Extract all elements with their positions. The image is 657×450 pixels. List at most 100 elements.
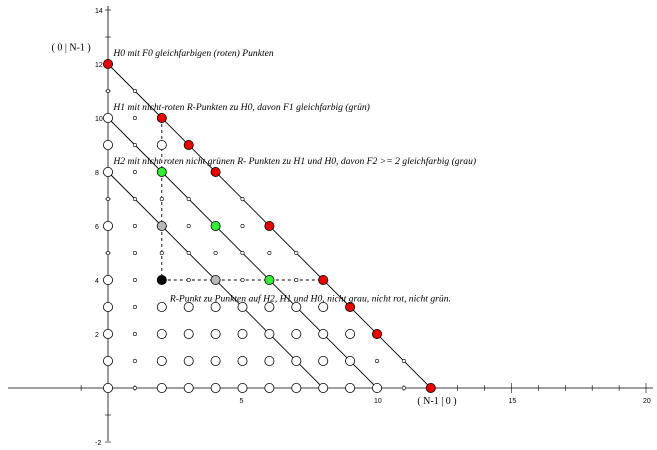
open-point: [210, 301, 221, 312]
green-point: [210, 220, 221, 231]
open-point: [210, 355, 221, 366]
small-point: [186, 224, 191, 229]
small-point: [159, 197, 164, 202]
small-point: [240, 224, 245, 229]
open-point: [103, 139, 114, 150]
annotation-text: H0 mit F0 gleichfarbigen (roten) Punkten: [112, 48, 274, 59]
open-point: [210, 328, 221, 339]
open-point: [210, 382, 221, 393]
gray-point: [210, 274, 221, 285]
y-tick-label: -2: [95, 440, 101, 445]
small-point: [267, 251, 272, 256]
open-point: [183, 355, 194, 366]
small-point: [213, 251, 218, 256]
red-point: [345, 301, 356, 312]
red-point: [183, 139, 194, 150]
open-point: [103, 166, 114, 177]
red-point: [318, 274, 329, 285]
small-point: [132, 143, 137, 148]
x-tick-label: 20: [643, 398, 651, 405]
small-point: [132, 197, 137, 202]
corner-label: ( N-1 | 0 ): [417, 396, 456, 407]
red-point: [264, 220, 275, 231]
small-point: [374, 358, 379, 363]
y-tick-label: 14: [95, 8, 103, 15]
x-tick-label: 10: [374, 398, 382, 405]
colored-points: [103, 59, 436, 393]
gray-point: [156, 220, 167, 231]
open-lattice-points: [103, 113, 382, 393]
open-point: [183, 301, 194, 312]
open-point: [371, 382, 382, 393]
open-point: [156, 382, 167, 393]
small-point: [186, 251, 191, 256]
small-point: [294, 251, 299, 256]
small-point: [132, 385, 137, 390]
small-point: [106, 89, 111, 94]
x-tick-label: 5: [240, 398, 244, 405]
small-point: [106, 251, 111, 256]
small-point: [240, 197, 245, 202]
corner-label: ( 0 | N-1 ): [52, 43, 91, 54]
x-tick-label: 15: [509, 398, 517, 405]
annotations: H0 mit F0 gleichfarbigen (roten) Punkten…: [52, 43, 477, 408]
black-point: [156, 274, 167, 285]
small-point: [132, 331, 137, 336]
open-point: [237, 301, 248, 312]
small-point: [132, 304, 137, 309]
open-point: [156, 355, 167, 366]
small-point: [132, 116, 137, 121]
y-tick-label: 6: [95, 224, 99, 231]
open-point: [156, 139, 167, 150]
small-point: [132, 251, 137, 256]
open-point: [291, 301, 302, 312]
open-point: [264, 355, 275, 366]
open-point: [103, 274, 114, 285]
small-point: [132, 277, 137, 282]
small-point: [159, 251, 164, 256]
annotation-text: H2 mit nicht roten nicht grünen R- Punkt…: [112, 156, 476, 167]
open-point: [103, 113, 114, 124]
open-point: [318, 382, 329, 393]
small-lattice-points: [106, 89, 406, 390]
open-point: [345, 355, 356, 366]
small-point: [294, 277, 299, 282]
small-point: [186, 277, 191, 282]
open-point: [103, 220, 114, 231]
open-point: [156, 301, 167, 312]
y-tick-label: 8: [95, 170, 99, 177]
open-point: [237, 328, 248, 339]
open-point: [183, 328, 194, 339]
y-tick-label: 4: [95, 278, 99, 285]
red-point: [371, 328, 382, 339]
open-point: [237, 355, 248, 366]
small-point: [132, 224, 137, 229]
open-point: [103, 382, 114, 393]
small-point: [106, 197, 111, 202]
open-point: [183, 382, 194, 393]
red-point: [156, 113, 167, 124]
open-point: [345, 328, 356, 339]
open-point: [103, 355, 114, 366]
open-point: [156, 328, 167, 339]
open-point: [318, 328, 329, 339]
small-point: [401, 385, 406, 390]
red-point: [425, 382, 436, 393]
y-tick-label: 2: [95, 332, 99, 339]
red-point: [210, 166, 221, 177]
annotation-text: H1 mit nicht-roten R-Punkten zu H0, davo…: [112, 102, 370, 113]
open-point: [318, 355, 329, 366]
red-point: [103, 59, 114, 70]
green-point: [156, 166, 167, 177]
open-point: [318, 301, 329, 312]
y-tick-label: 10: [95, 116, 103, 123]
small-point: [240, 277, 245, 282]
open-point: [264, 301, 275, 312]
open-point: [291, 382, 302, 393]
open-point: [291, 328, 302, 339]
open-point: [103, 301, 114, 312]
small-point: [401, 358, 406, 363]
open-point: [291, 355, 302, 366]
